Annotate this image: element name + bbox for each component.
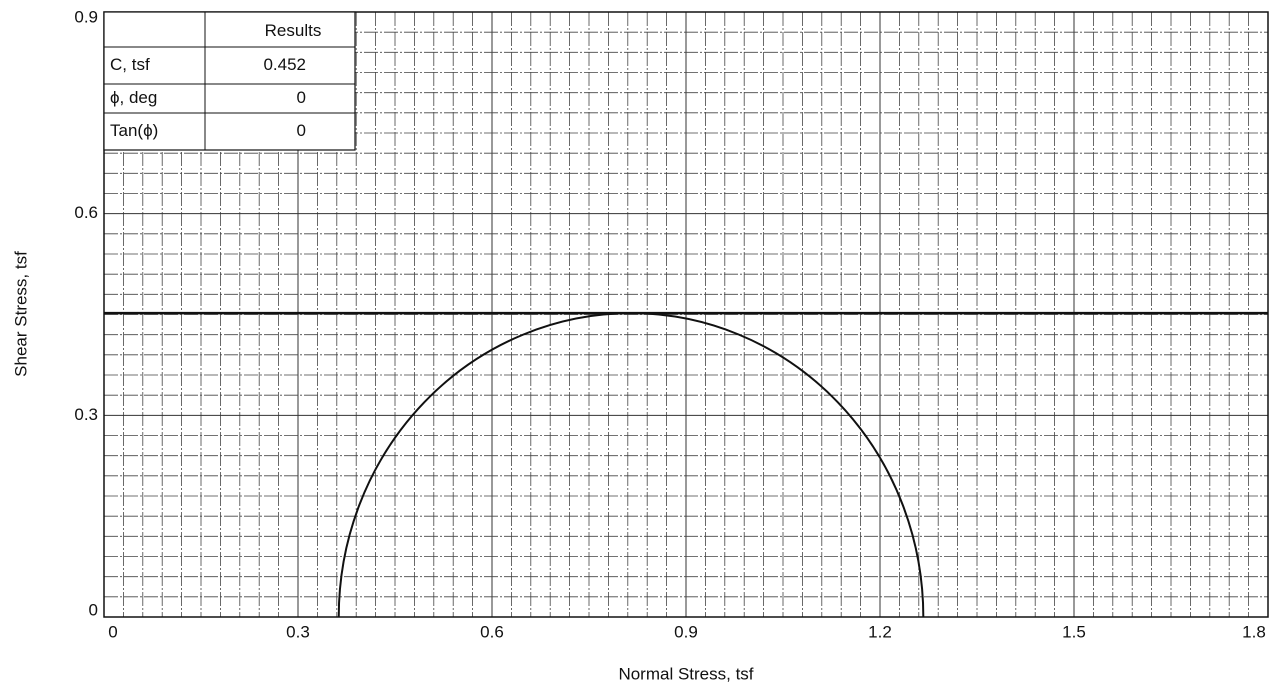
x-tick-label: 0 [108,622,117,641]
plot-border [103,11,1269,618]
table-label: C, tsf [110,55,150,74]
table-label: ϕ, deg [110,88,157,107]
y-tick-label: 0.3 [74,405,98,424]
table-value: 0 [297,121,306,140]
results-table [103,11,356,151]
y-axis-title: Shear Stress, tsf [11,251,30,377]
x-tick-label: 1.8 [1242,622,1266,641]
x-axis-title: Normal Stress, tsf [618,664,753,683]
x-tick-label: 0.9 [674,622,698,641]
table-value: 0.452 [263,55,306,74]
y-tick-label: 0.6 [74,203,98,222]
table-value: 0 [297,88,306,107]
x-tick-label: 0.3 [286,622,310,641]
x-tick-label: 1.2 [868,622,892,641]
x-tick-label: 1.5 [1062,622,1086,641]
table-header: Results [265,21,322,40]
table-label: Tan(ϕ) [110,121,158,140]
x-tick-label: 0.6 [480,622,504,641]
y-tick-label: 0 [89,600,98,619]
y-tick-label: 0.9 [74,7,98,26]
